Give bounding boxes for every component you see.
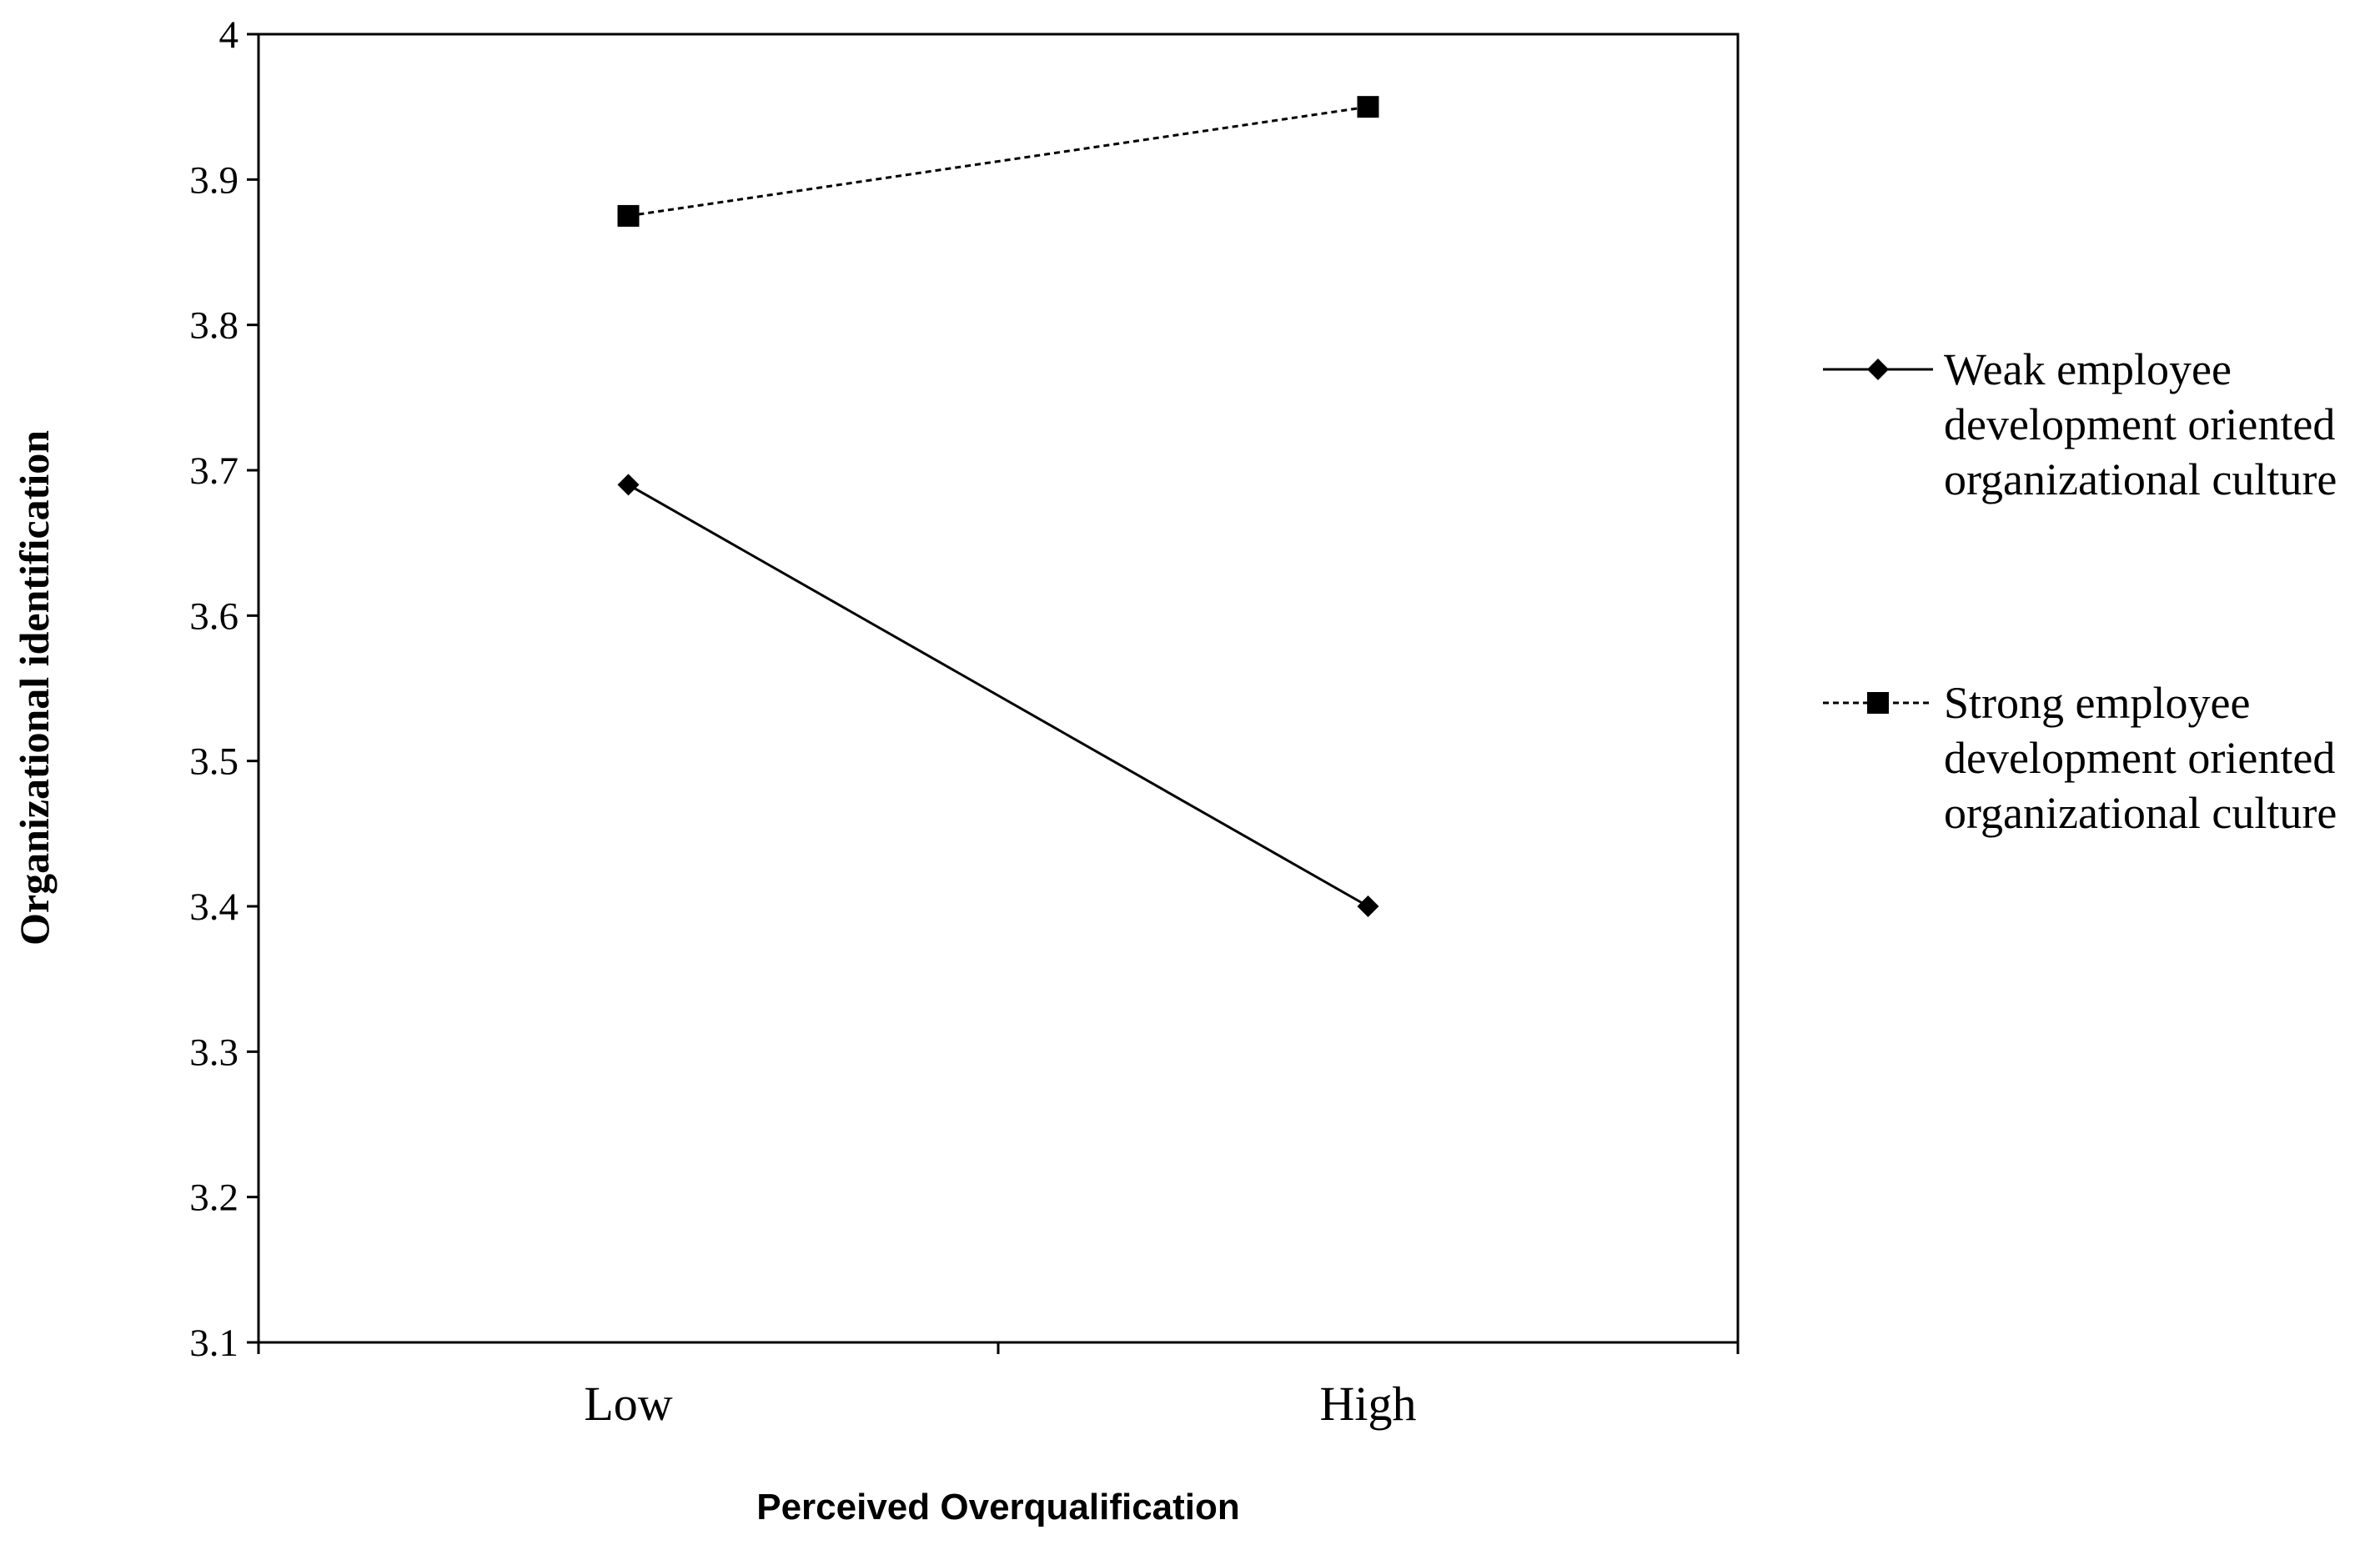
x-category-label: High — [1320, 1377, 1417, 1431]
legend-label: Weak employee — [1944, 344, 2232, 394]
series-line-2 — [628, 105, 1368, 218]
data-point-series-2 — [617, 204, 640, 227]
y-axis-title: Organizational identification — [11, 430, 58, 946]
y-tick-label: 3.7 — [189, 449, 239, 493]
legend-marker-2 — [1867, 692, 1889, 714]
series-layer — [617, 96, 1379, 917]
y-tick-label: 3.6 — [189, 594, 239, 638]
y-tick-label: 3.2 — [189, 1176, 239, 1220]
y-axis-ticks: 3.1 3.2 3.3 3.4 3.5 3.6 3.7 3.8 3.9 4 — [189, 13, 259, 1365]
legend-label: Strong employee — [1944, 678, 2250, 728]
y-tick-label: 3.9 — [189, 158, 239, 202]
legend-label: organizational culture — [1944, 454, 2337, 504]
plot-frame — [257, 33, 1740, 1344]
y-tick-label: 3.1 — [189, 1322, 239, 1365]
y-tick-label: 3.3 — [189, 1031, 239, 1074]
series-line-1 — [627, 484, 1369, 908]
x-category-label: Low — [584, 1377, 672, 1431]
legend-label: organizational culture — [1944, 788, 2337, 838]
y-tick-label: 3.4 — [189, 885, 239, 929]
data-point-series-1 — [1357, 895, 1379, 917]
y-tick-label: 3.5 — [189, 740, 239, 784]
data-point-series-2 — [1357, 96, 1379, 118]
data-point-series-1 — [617, 474, 640, 496]
x-axis-ticks: Low High — [257, 1342, 1740, 1431]
legend-label: development oriented — [1944, 399, 2335, 449]
y-tick-label: 3.8 — [189, 304, 239, 348]
x-axis-title: Perceived Overqualification — [756, 1487, 1240, 1527]
y-tick-label: 4 — [219, 13, 239, 57]
legend-marker-1 — [1867, 359, 1889, 380]
legend-label: development oriented — [1944, 733, 2335, 783]
